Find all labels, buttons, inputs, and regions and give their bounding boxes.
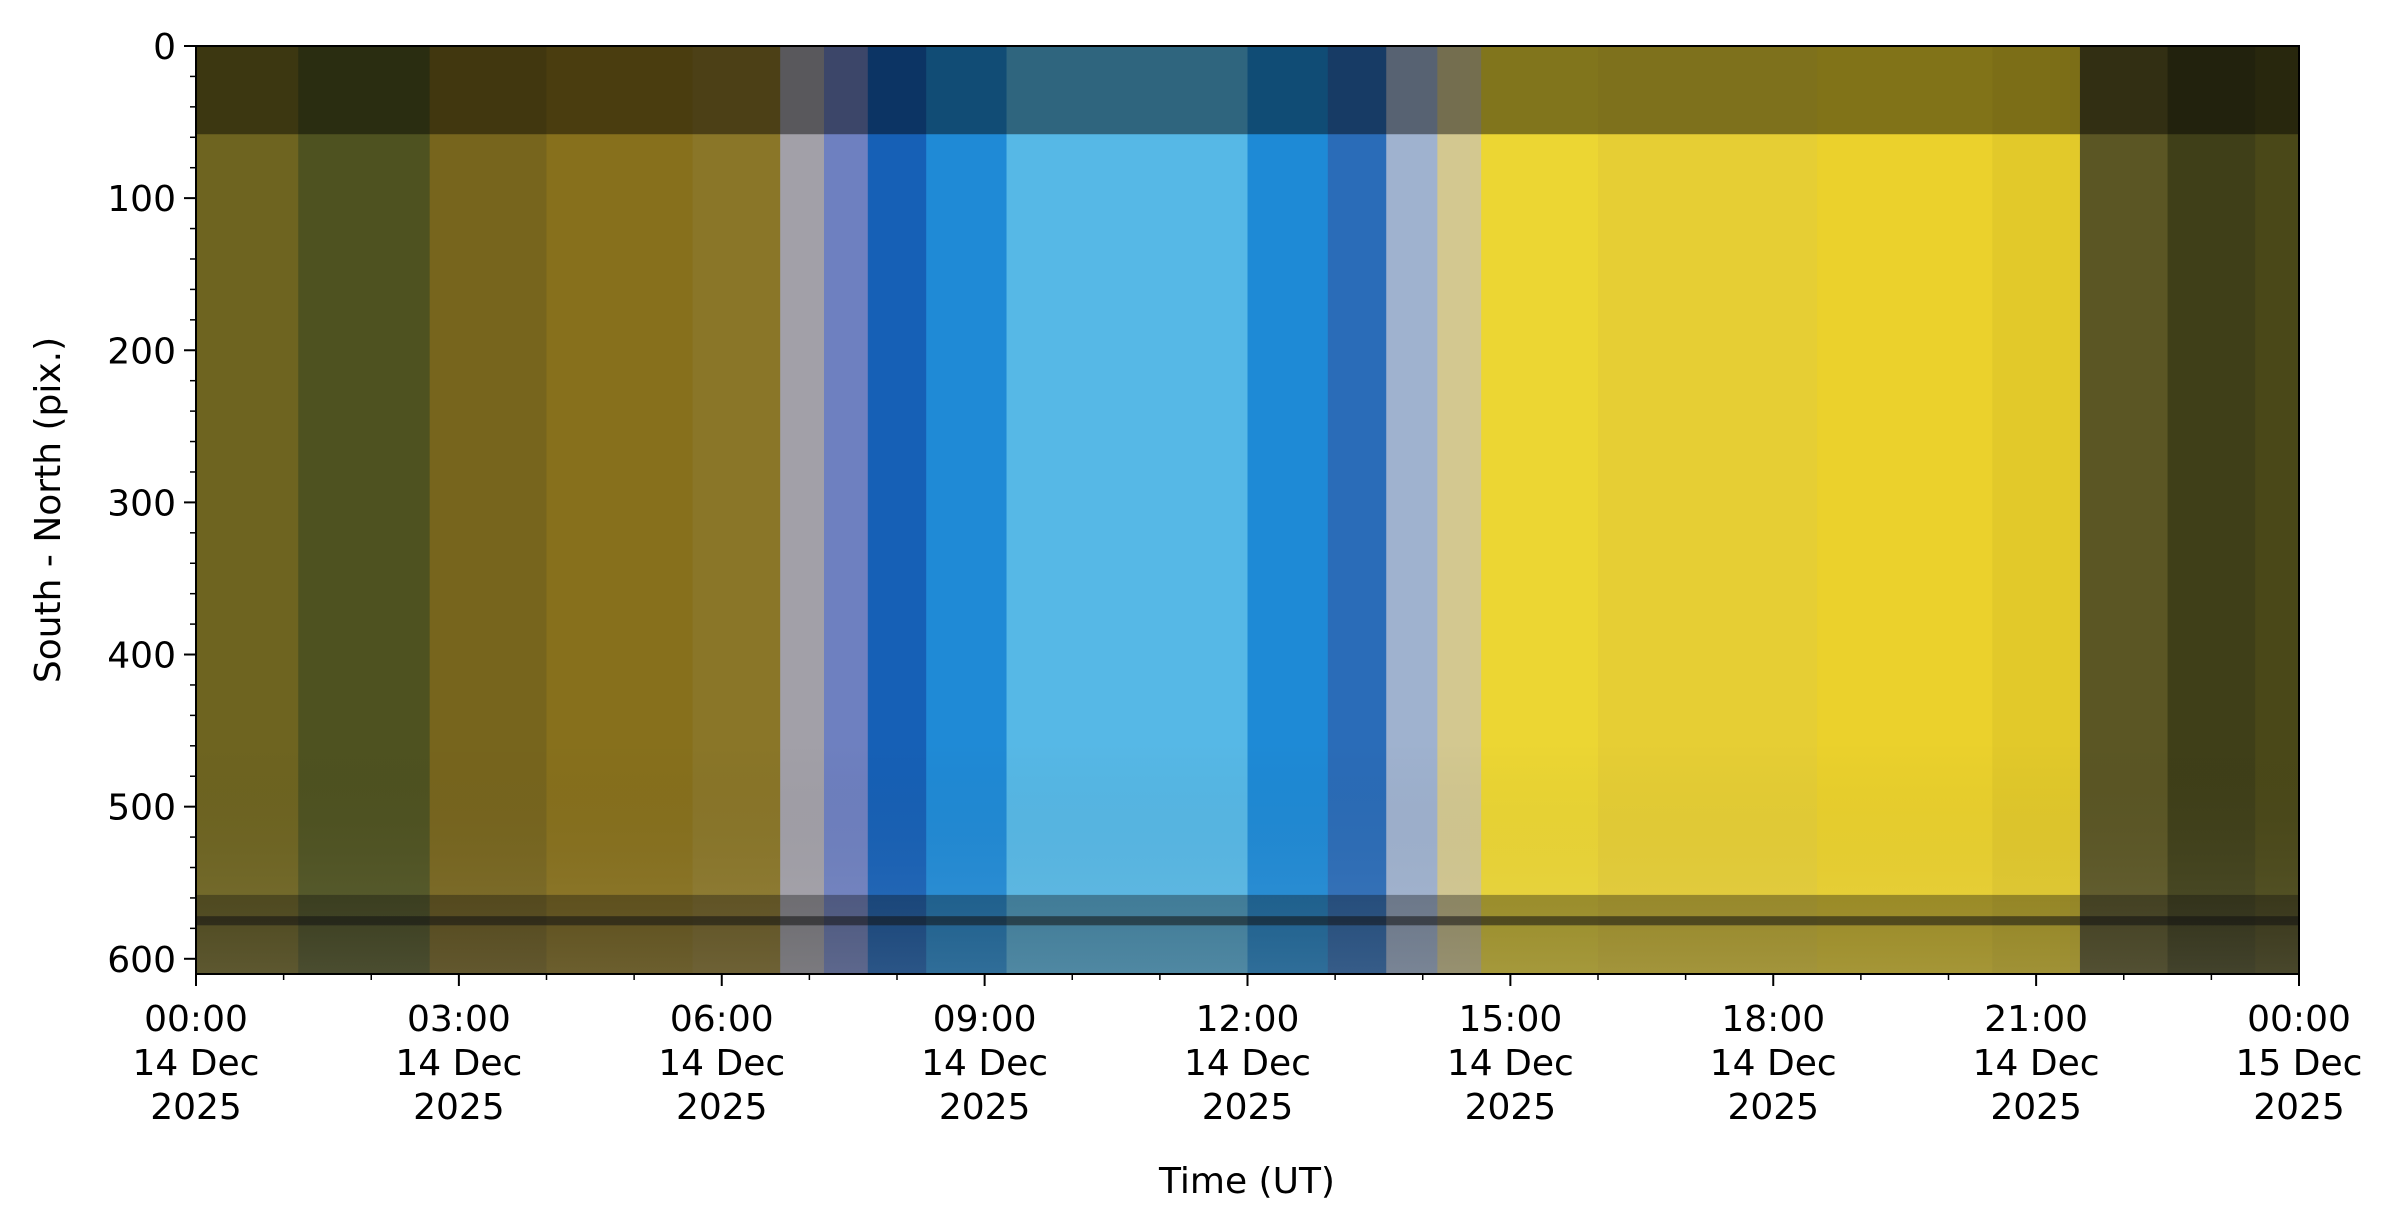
x-tick-label-8: 00:00 15 Dec 2025 [2236,999,2363,1128]
y-tick-label-4: 400 [107,636,176,677]
y-axis-title: South - North (pix.) [28,337,69,683]
y-tick-label-3: 300 [107,483,176,524]
x-axis-ticks: 00:00 14 Dec 2025 03:00 14 Dec 2025 06:00 14 De… [133,974,2363,1128]
vertical-shade [196,46,2299,974]
y-tick-label-6: 600 [107,940,176,981]
x-tick-label-6: 18:00 14 Dec 2025 [1710,999,1837,1128]
y-tick-label-5: 500 [107,788,176,829]
x-tick-label-7: 21:00 14 Dec 2025 [1973,999,2100,1128]
x-tick-label-1: 03:00 14 Dec 2025 [395,999,522,1128]
y-tick-label-1: 100 [107,179,176,220]
x-axis-title: Time (UT) [1158,1161,1335,1202]
x-tick-label-3: 09:00 14 Dec 2025 [921,999,1048,1128]
plot-area [196,46,2299,974]
y-tick-label-0: 0 [153,27,176,68]
x-tick-label-0: 00:00 14 Dec 2025 [133,999,260,1128]
y-tick-label-2: 200 [107,331,176,372]
x-tick-label-2: 06:00 14 Dec 2025 [658,999,785,1128]
x-tick-label-4: 12:00 14 Dec 2025 [1184,999,1311,1128]
y-axis-ticks: 0 100 200 300 400 500 600 [107,27,196,981]
x-tick-label-5: 15:00 14 Dec 2025 [1447,999,1574,1128]
heatmap-overlays [196,46,2299,974]
